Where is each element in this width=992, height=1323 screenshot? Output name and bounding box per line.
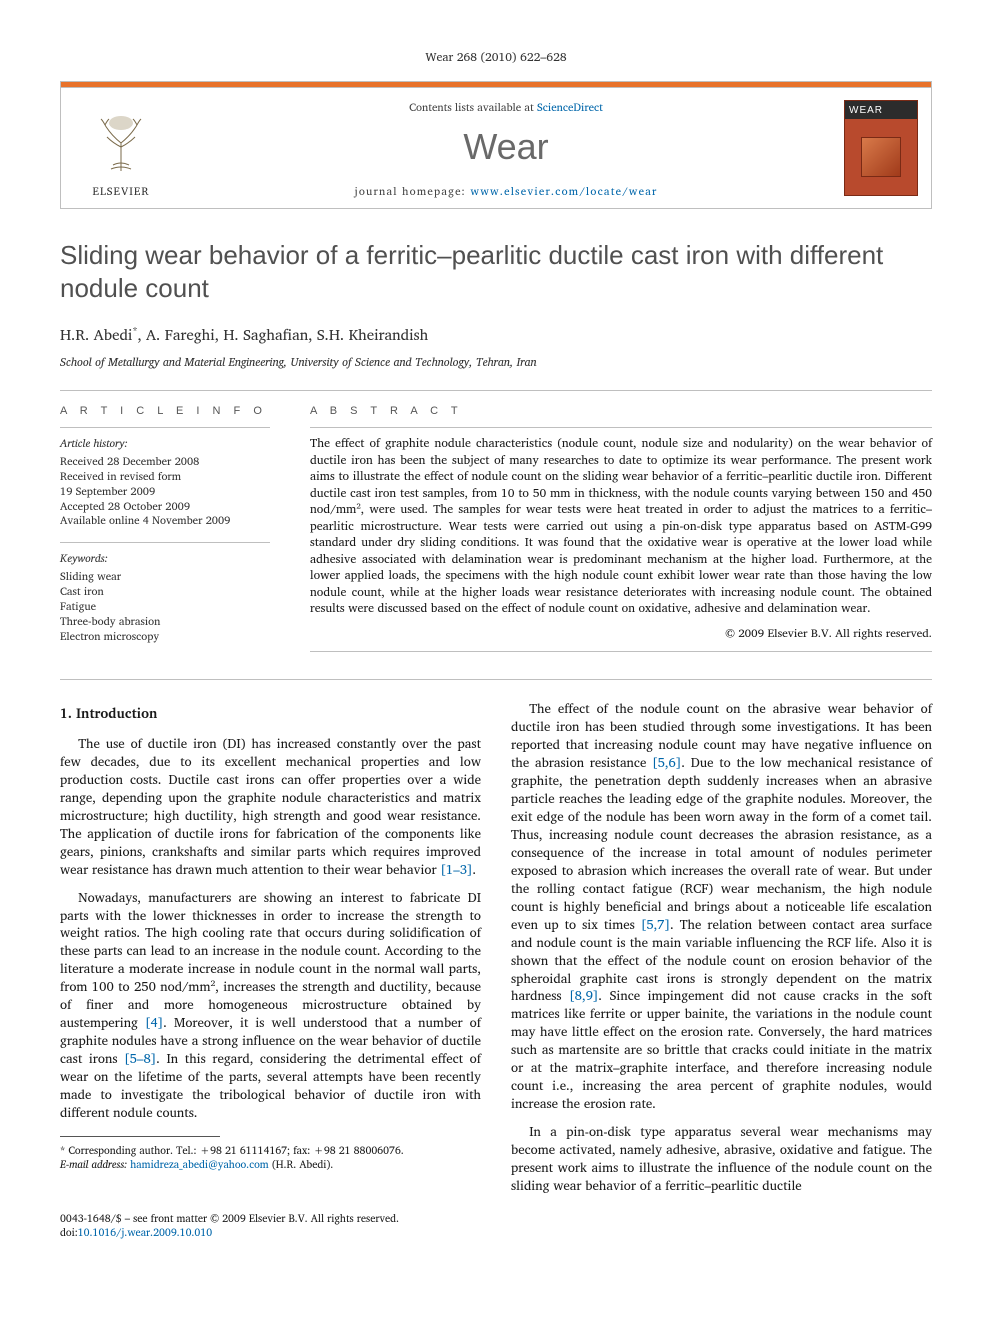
mini-divider: [310, 651, 932, 652]
mini-divider: [310, 427, 932, 428]
history-head: Article history:: [60, 434, 270, 452]
cover-image-icon: [861, 137, 901, 177]
divider-mid: [60, 679, 932, 680]
intro-paragraph: The use of ductile iron (DI) has increas…: [60, 735, 481, 879]
author-names: H.R. Abedi*, A. Fareghi, H. Saghafian, S…: [60, 322, 428, 347]
running-head: Wear 268 (2010) 622–628: [60, 48, 932, 67]
journal-name: Wear: [191, 126, 821, 168]
homepage-prefix: journal homepage:: [354, 182, 470, 200]
history-online: Available online 4 November 2009: [60, 513, 270, 528]
abstract-copyright: © 2009 Elsevier B.V. All rights reserved…: [310, 624, 932, 643]
citation-link[interactable]: [1–3]: [440, 858, 472, 880]
article-title: Sliding wear behavior of a ferritic–pear…: [60, 239, 932, 304]
sciencedirect-link[interactable]: ScienceDirect: [537, 98, 603, 116]
p-text: .: [473, 858, 477, 880]
article-info-label: a r t i c l e i n f o: [60, 405, 270, 417]
abstract-text: The effect of graphite nodule characteri…: [310, 436, 932, 618]
author-list: H.R. Abedi*, A. Fareghi, H. Saghafian, S…: [60, 322, 932, 347]
intro-paragraph: The effect of the nodule count on the ab…: [511, 700, 932, 1113]
elsevier-tree-icon: [86, 108, 156, 178]
publisher-name: ELSEVIER: [93, 182, 150, 200]
p-text: . Due to the low mechanical resistance o…: [511, 751, 932, 934]
corresponding-mark: *: [132, 323, 137, 339]
doi-link[interactable]: 10.1016/j.wear.2009.10.010: [78, 1223, 212, 1241]
email-label: E-mail address:: [60, 1155, 127, 1173]
journal-cover-thumbnail: WEAR: [844, 100, 918, 196]
author-email-link[interactable]: hamidreza_abedi@yahoo.com: [130, 1155, 268, 1173]
journal-header-box: ELSEVIER Contents lists available at Sci…: [60, 81, 932, 209]
contents-prefix: Contents lists available at: [409, 98, 537, 116]
email-attribution: (H.R. Abedi).: [272, 1155, 334, 1173]
doi-label: doi:: [60, 1223, 78, 1241]
abstract-label: a b s t r a c t: [310, 405, 932, 417]
article-history-block: Article history: Received 28 December 20…: [60, 427, 270, 528]
page-footer: 0043-1648/$ – see front matter © 2009 El…: [60, 1211, 932, 1239]
contents-available-line: Contents lists available at ScienceDirec…: [191, 98, 821, 116]
journal-homepage-line: journal homepage: www.elsevier.com/locat…: [191, 182, 821, 200]
keywords-head: Keywords:: [60, 549, 270, 567]
intro-paragraph: In a pin-on-disk type apparatus several …: [511, 1123, 932, 1195]
section-heading-introduction: 1. Introduction: [60, 704, 481, 723]
mini-divider: [60, 427, 270, 428]
footnote-rule: [60, 1136, 220, 1137]
body-two-columns: 1. Introduction The use of ductile iron …: [60, 700, 932, 1194]
mini-divider: [60, 542, 270, 543]
footnotes-block: * Corresponding author. Tel.: +98 21 611…: [60, 1143, 481, 1171]
keyword-item: Electron microscopy: [60, 629, 270, 644]
journal-homepage-link[interactable]: www.elsevier.com/locate/wear: [470, 182, 657, 200]
intro-paragraph: Nowadays, manufacturers are showing an i…: [60, 889, 481, 1122]
keywords-block: Keywords: Sliding wear Cast iron Fatigue…: [60, 542, 270, 643]
cover-title: WEAR: [849, 105, 883, 116]
affiliation: School of Metallurgy and Material Engine…: [60, 353, 932, 372]
p-text: . Since impingement did not cause cracks…: [511, 984, 932, 1114]
p-text: The use of ductile iron (DI) has increas…: [60, 732, 481, 880]
publisher-logo-block: ELSEVIER: [61, 88, 181, 208]
divider-top: [60, 390, 932, 391]
